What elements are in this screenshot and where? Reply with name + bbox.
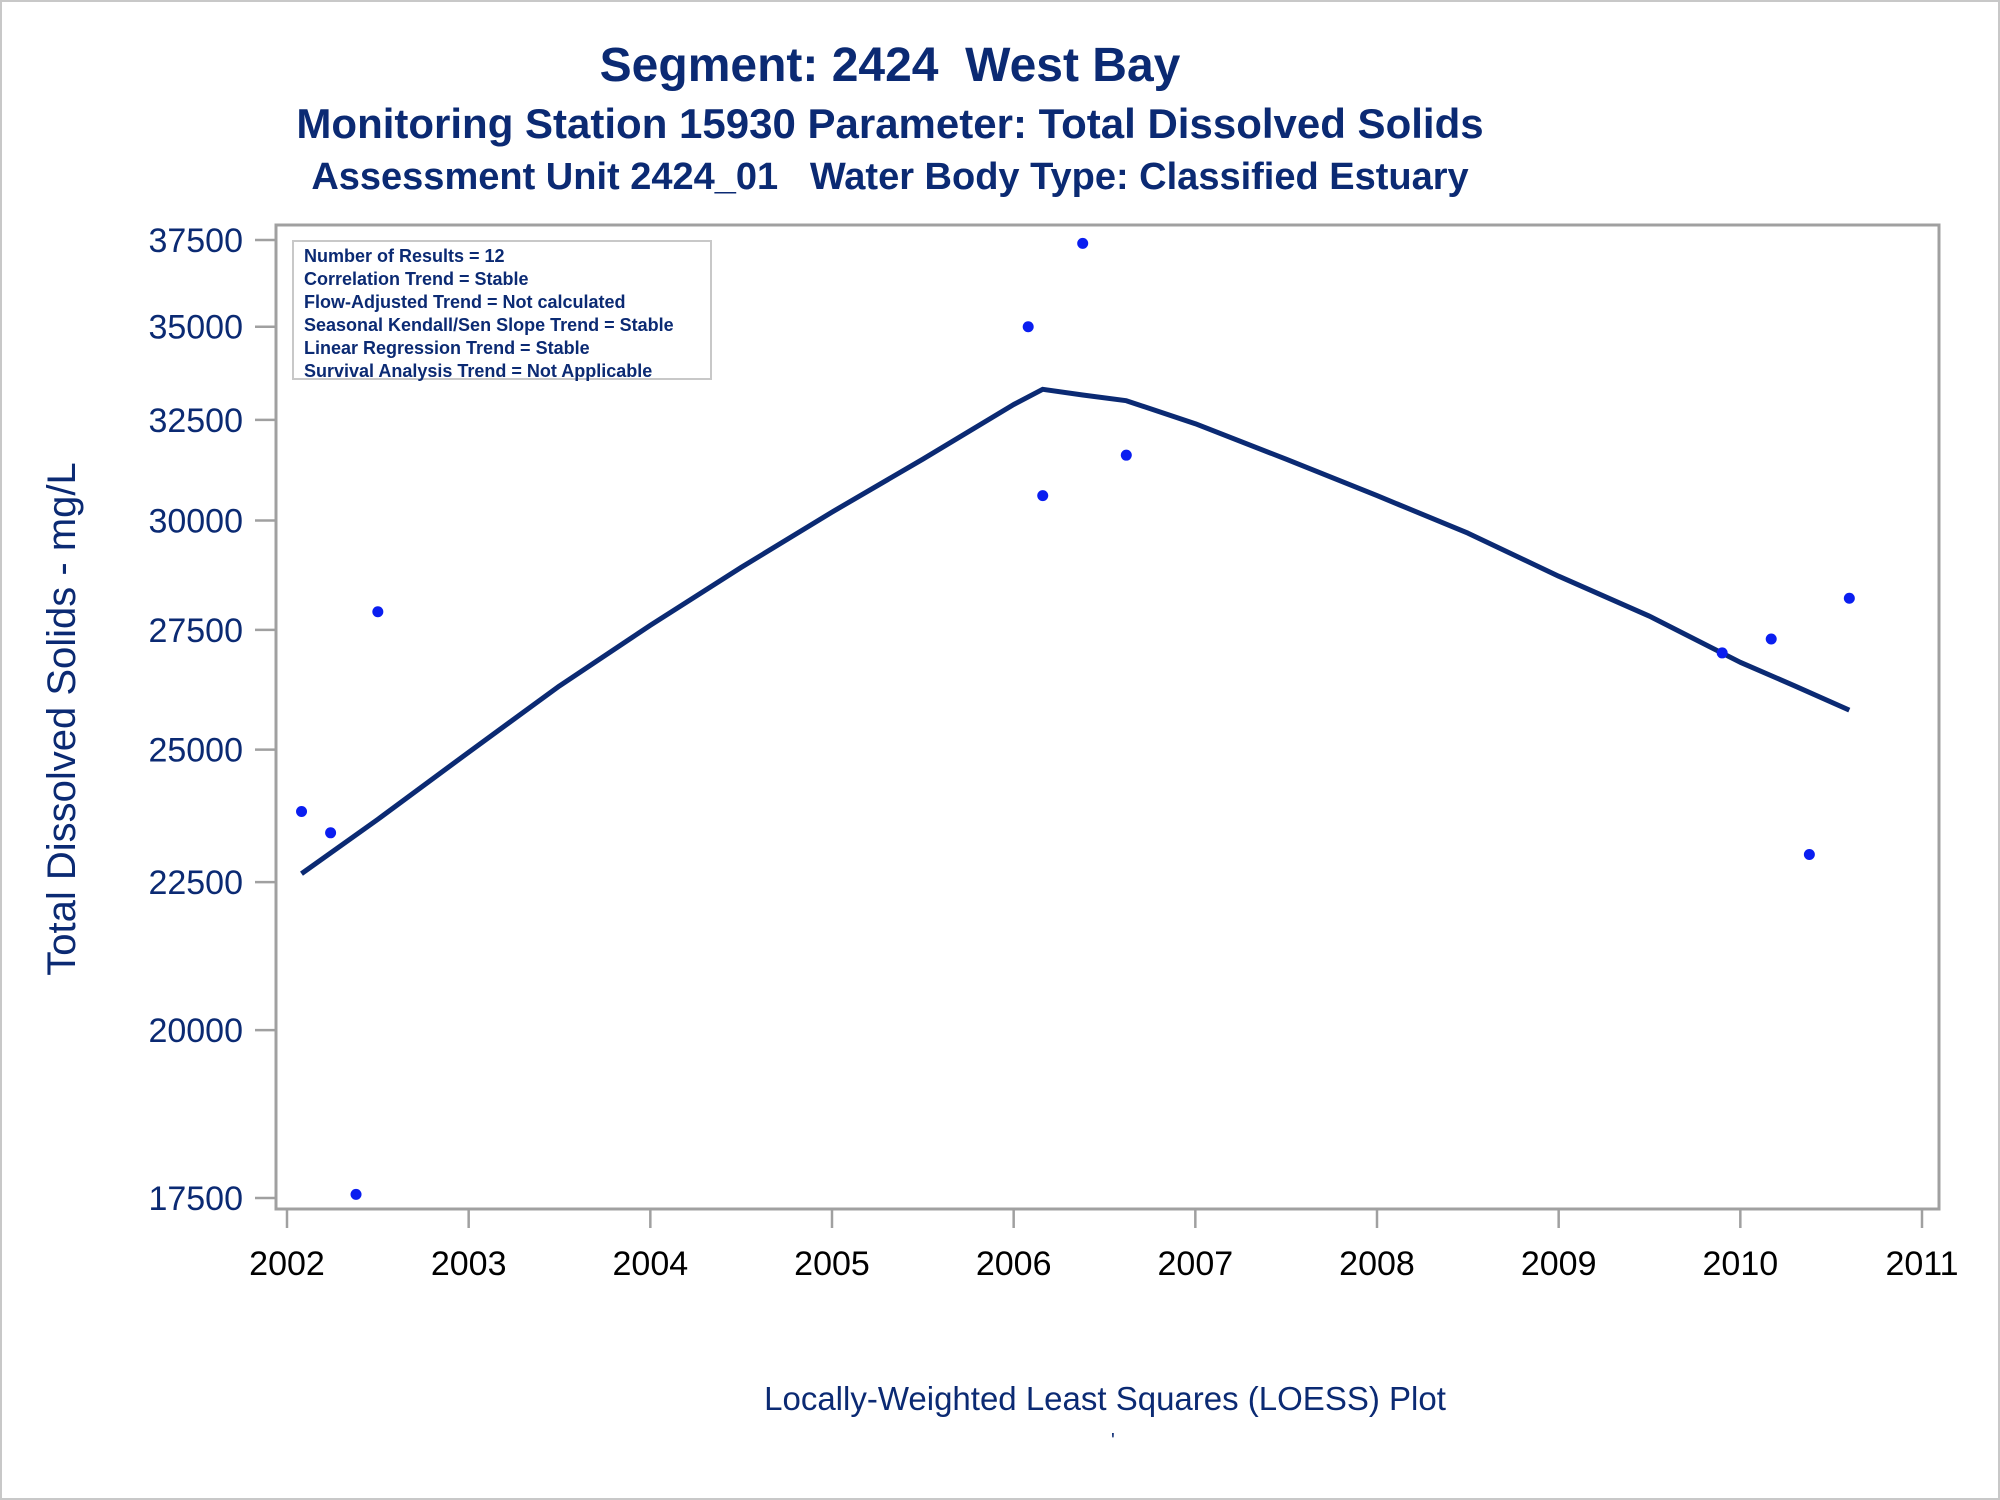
x-tick-label: 2003 [431,1245,507,1283]
x-tick-label: 2011 [1885,1245,1958,1283]
data-point [1077,237,1089,249]
y-tick-label: 32500 [148,402,243,440]
x-axis: 2002 2003 2004 2005 2006 2007 2008 2009 2010 2011 [249,1209,1959,1283]
x-tick-label: 2008 [1339,1245,1415,1283]
x-tick-label: 2006 [976,1245,1052,1283]
y-axis: 17500 20000 22500 25000 27500 30000 32500 35000… [148,222,276,1218]
x-tick-label: 2002 [249,1245,325,1283]
y-tick-label: 20000 [148,1012,243,1050]
chart-title: Segment: 2424 West Bay [599,39,1181,92]
y-tick-label: 35000 [148,309,243,347]
data-points-group [296,237,1855,1200]
data-point [1022,321,1034,333]
data-point [1716,647,1728,659]
data-point [1803,848,1815,860]
x-tick-label: 2004 [613,1245,689,1283]
loess-line [300,386,1851,876]
stat-number-of-results: Number of Results = 12 [304,246,505,266]
data-point [1843,592,1855,604]
trend-stats-box: Number of Results = 12 Correlation Trend… [292,240,712,381]
stat-flow-adjusted-trend: Flow-Adjusted Trend = Not calculated [304,292,626,312]
x-axis-label: Locally-Weighted Least Squares (LOESS) P… [764,1380,1446,1417]
stat-correlation-trend: Correlation Trend = Stable [304,269,529,289]
data-point [350,1188,362,1200]
chart-subtitle-station: Monitoring Station 15930 Parameter: Tota… [296,100,1484,147]
stat-survival-analysis-trend: Survival Analysis Trend = Not Applicable [304,361,653,381]
data-point [296,805,308,817]
chart-subtitle-assessment: Assessment Unit 2424_01 Water Body Type:… [311,156,1469,198]
y-tick-label: 17500 [148,1180,243,1218]
plot-border [274,223,1941,1211]
loess-curve-group [300,386,1851,876]
y-tick-label: 25000 [148,732,243,770]
y-tick-label: 27500 [148,612,243,650]
x-tick-label: 2009 [1521,1245,1597,1283]
y-axis-label: Total Dissolved Solids - mg/L [40,462,84,976]
stat-seasonal-kendall-trend: Seasonal Kendall/Sen Slope Trend = Stabl… [304,315,674,335]
y-tick-label: 37500 [148,222,243,260]
data-point [325,827,337,839]
data-point [1120,449,1132,461]
data-point [1765,633,1777,645]
y-tick-label: 22500 [148,864,243,902]
stat-linear-regression-trend: Linear Regression Trend = Stable [304,338,590,358]
x-tick-label: 2005 [794,1245,870,1283]
data-point [372,606,384,618]
x-tick-label: 2007 [1158,1245,1234,1283]
x-tick-label: 2010 [1703,1245,1779,1283]
data-point [1037,490,1049,502]
y-tick-label: 30000 [148,502,243,540]
footer-mark: ' [1111,1430,1115,1452]
